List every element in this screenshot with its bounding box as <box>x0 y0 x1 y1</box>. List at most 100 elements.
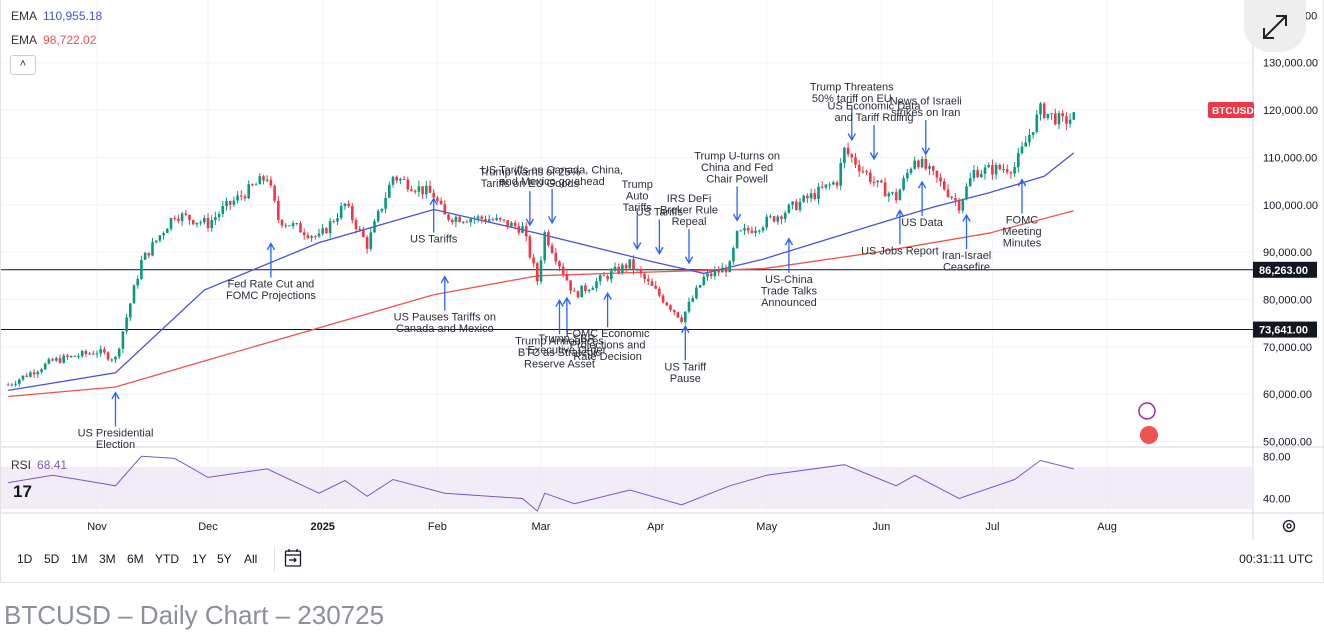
candle-body <box>1046 113 1050 119</box>
candle-body <box>25 375 28 377</box>
tf-1d-button[interactable]: 1D <box>17 552 33 566</box>
candle-body <box>595 281 598 289</box>
tf-3m-button[interactable]: 3M <box>99 552 116 566</box>
candle-body <box>199 222 202 224</box>
annotation-label: and Tariff Ruling <box>834 112 913 124</box>
candle-body <box>221 206 225 215</box>
candle-body <box>680 317 683 323</box>
annotation-label: Tariffs <box>623 202 653 214</box>
candles <box>6 101 1076 387</box>
candle-body <box>769 216 772 218</box>
tf-ytd-button[interactable]: YTD <box>155 552 179 566</box>
annotation-label: US Tariff <box>664 361 707 373</box>
candle-body <box>191 220 195 225</box>
rsi-label: RSI <box>11 458 32 472</box>
candle-body <box>380 208 384 212</box>
candle-body <box>561 266 565 275</box>
annotation-label: and Mexico go ahead <box>500 176 605 188</box>
candle-body <box>584 285 587 291</box>
candle-body <box>47 359 51 364</box>
time-tick-label: Dec <box>198 521 218 533</box>
annotation-label: Trade Talks <box>761 285 818 297</box>
tf-1m-button[interactable]: 1M <box>71 552 88 566</box>
candle-body <box>184 213 188 215</box>
candle-body <box>935 170 939 178</box>
price-tick-label: 50,000.00 <box>1263 437 1312 449</box>
candle-body <box>243 196 247 199</box>
candle-body <box>499 217 502 220</box>
candle-body <box>650 281 654 286</box>
candle-body <box>891 192 894 194</box>
candle-body <box>439 200 443 205</box>
candle-body <box>580 285 583 298</box>
candle-body <box>691 298 694 302</box>
tf-5d-button[interactable]: 5D <box>44 552 60 566</box>
candle-body <box>269 179 273 186</box>
settings-icon[interactable] <box>1282 519 1296 533</box>
collapse-legend-button[interactable]: ˄ <box>10 55 36 75</box>
candle-body <box>983 167 987 174</box>
candle-body <box>277 200 280 220</box>
candle-body <box>761 227 765 231</box>
candle-body <box>510 222 513 227</box>
candle-body <box>1005 169 1009 173</box>
symbol-tag <box>1208 102 1254 119</box>
chevron-up-icon: ˄ <box>19 58 27 70</box>
candle-body <box>1065 116 1068 124</box>
time-axis[interactable]: Nov Dec 2025 Feb Mar Apr May Jun Jul Aug <box>87 519 1296 534</box>
annotation-label: Ceasefire <box>943 262 990 274</box>
candle-body <box>1028 134 1031 143</box>
candle-body <box>698 285 702 288</box>
price-tick-label: 80,000.00 <box>1263 294 1312 306</box>
candle-body <box>695 287 698 299</box>
candle-body <box>376 211 380 222</box>
tf-1y-button[interactable]: 1Y <box>192 552 207 566</box>
tf-5y-button[interactable]: 5Y <box>217 552 232 566</box>
candle-body <box>332 221 336 223</box>
annotation-label: US Data <box>901 217 943 229</box>
price-tick-label: 90,000.00 <box>1263 247 1312 259</box>
candle-body <box>351 206 354 221</box>
tf-all-button[interactable]: All <box>244 552 258 566</box>
candle-body <box>524 226 528 237</box>
candle-body <box>517 226 521 233</box>
candle-body <box>676 312 680 318</box>
candle-body <box>832 182 835 185</box>
tf-6m-button[interactable]: 6M <box>127 552 144 566</box>
candle-body <box>547 232 550 246</box>
candle-body <box>817 186 820 199</box>
date-range-icon[interactable] <box>284 548 302 573</box>
candle-body <box>40 369 43 372</box>
candle-body <box>835 182 839 186</box>
candle-body <box>743 228 746 231</box>
rsi-tick-label: 40.00 <box>1263 493 1291 505</box>
candle-body <box>854 157 857 165</box>
candle-body <box>869 172 872 183</box>
price-axis[interactable]: 130,000.00 120,000.00 110,000.00 100,000.00… <box>1208 10 1318 505</box>
candle-body <box>36 371 40 375</box>
annotation-label: Trump Announces <box>515 335 604 347</box>
candle-body <box>994 164 998 175</box>
bottom-toolbar: 1D 5D 1M 3M 6M YTD 1Y 5Y All 00:31:11 UT… <box>1 540 1324 580</box>
annotation-label: 50% tariff on EU <box>812 93 892 105</box>
candle-body <box>469 218 472 223</box>
candle-body <box>798 201 802 211</box>
candle-body <box>247 184 250 199</box>
candle-body <box>388 184 391 198</box>
candle-body <box>661 295 665 303</box>
fullscreen-button[interactable] <box>1244 0 1306 52</box>
candle-body <box>550 245 554 253</box>
candle-body <box>543 232 546 261</box>
annotation-label: Trump SBR <box>538 333 595 345</box>
candle-body <box>1068 119 1072 124</box>
expand-arrows-icon <box>1263 15 1287 39</box>
candle-body <box>214 217 217 221</box>
candle-body <box>413 191 417 193</box>
candle-body <box>865 171 868 173</box>
candle-body <box>410 189 413 192</box>
candle-body <box>613 266 617 271</box>
candle-body <box>51 359 54 361</box>
candle-body <box>654 285 657 289</box>
candle-body <box>66 355 69 358</box>
